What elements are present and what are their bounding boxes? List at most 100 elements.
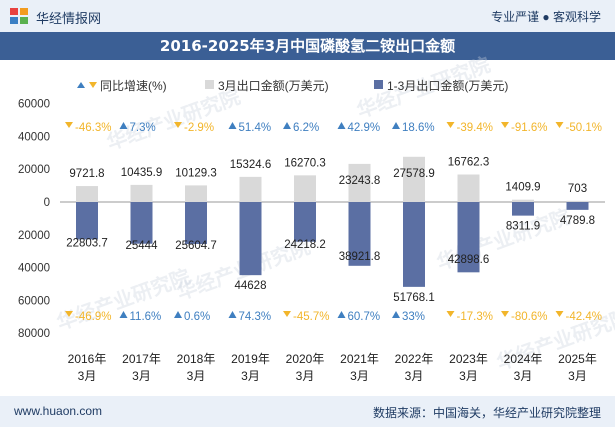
label-cumulative: 44628 — [235, 280, 267, 292]
x-tick-label-month: 3月 — [241, 369, 260, 383]
y-tick-label: 60000 — [18, 295, 50, 307]
label-cumulative: 38921.8 — [339, 251, 381, 263]
growth-up-icon — [337, 122, 346, 129]
growth-up-icon — [392, 311, 400, 318]
footer-bar — [0, 396, 615, 427]
y-tick-label: 60000 — [18, 99, 50, 111]
bar-march — [185, 185, 207, 202]
brand-tagline: 专业严谨 ● 客观科学 — [491, 10, 601, 24]
x-tick-label-month: 3月 — [350, 369, 369, 383]
x-tick-label-year: 2022年 — [395, 352, 434, 366]
x-tick-label-year: 2025年 — [558, 352, 597, 366]
label-cumulative: 8311.9 — [506, 221, 540, 233]
x-tick-label-month: 3月 — [405, 369, 424, 383]
label-march: 15324.6 — [230, 159, 272, 171]
growth-down-icon — [174, 122, 182, 128]
growth-up-icon — [119, 122, 128, 129]
growth-up-icon — [228, 311, 237, 318]
label-march: 703 — [568, 183, 587, 195]
bar-march — [457, 174, 480, 202]
growth-cumulative-label: 0.6% — [184, 311, 210, 323]
growth-down-icon — [555, 311, 564, 317]
legend: 同比增速(%) 3月出口金额(万美元) 1-3月出口金额(万美元) — [77, 78, 508, 93]
growth-march-label: -39.4% — [457, 122, 493, 134]
growth-march-label: 51.4% — [239, 122, 272, 134]
growth-up-icon — [174, 311, 182, 318]
y-tick-label: 20000 — [18, 164, 50, 176]
y-tick-label: 80000 — [18, 328, 50, 340]
x-tick-label-year: 2024年 — [504, 352, 543, 366]
growth-march-label: 42.9% — [348, 122, 381, 134]
legend-label-cumulative: 1-3月出口金额(万美元) — [387, 78, 508, 93]
label-cumulative: 25444 — [126, 240, 159, 252]
bar-march — [294, 175, 316, 202]
growth-labels: -46.3% 7.3% -2.9% 51.4% 6.2% 42.9% 18.6% -39.4%… — [65, 122, 602, 323]
growth-down-icon — [65, 122, 73, 128]
x-tick-label-year: 2021年 — [340, 352, 379, 366]
growth-down-icon — [446, 311, 455, 317]
growth-march-label: -2.9% — [184, 122, 214, 134]
growth-march-label: 7.3% — [130, 122, 156, 134]
growth-cumulative-label: 74.3% — [239, 311, 272, 323]
growth-march-label: -50.1% — [566, 122, 602, 134]
label-march: 27578.9 — [393, 168, 435, 180]
growth-down-icon — [555, 122, 564, 128]
bar-cumulative — [566, 202, 589, 210]
label-cumulative: 4789.8 — [560, 215, 595, 227]
legend-triangle-up-icon — [77, 82, 85, 88]
bar-cumulative — [239, 202, 262, 276]
growth-cumulative-label: 11.6% — [130, 311, 162, 323]
y-tick-label: 20000 — [18, 230, 50, 242]
bar-cumulative — [76, 202, 98, 240]
growth-down-icon — [501, 122, 509, 128]
y-tick-label: 0 — [44, 197, 50, 209]
y-axis: 60000 40000 20000 0 20000 40000 60000 80000 — [18, 99, 605, 340]
x-tick-label-month: 3月 — [187, 369, 206, 383]
label-cumulative: 22803.7 — [66, 238, 108, 250]
legend-triangle-down-icon — [89, 82, 97, 88]
x-tick-label-year: 2018年 — [177, 352, 216, 366]
x-tick-label-month: 3月 — [514, 369, 533, 383]
x-tick-label-year: 2020年 — [286, 352, 325, 366]
growth-cumulative-label: -80.6% — [511, 311, 547, 323]
y-tick-label: 40000 — [18, 131, 50, 143]
bar-cumulative — [130, 202, 153, 244]
bar-cumulative — [457, 202, 480, 273]
bar-cumulative — [294, 202, 316, 242]
brand-name: 华经情报网 — [36, 11, 102, 26]
header-bar — [0, 0, 615, 32]
watermark-text: 华经产业研究院 — [104, 84, 244, 154]
watermark-text: 华经产业研究院 — [54, 264, 194, 334]
legend-swatch-cumulative — [374, 80, 383, 89]
bar-march — [512, 199, 534, 202]
x-tick-label-month: 3月 — [78, 369, 97, 383]
growth-cumulative-label: -42.4% — [566, 311, 602, 323]
legend-swatch-march — [205, 80, 214, 89]
growth-cumulative-label: -46.9% — [75, 311, 111, 323]
bar-march — [130, 184, 153, 202]
growth-march-label: 6.2% — [293, 122, 319, 134]
data-labels: 9721.8 22803.7 10435.9 25444 10129.3 25604.7 1… — [66, 157, 595, 304]
growth-down-icon — [501, 311, 509, 317]
bars — [76, 156, 589, 287]
x-tick-label-year: 2019年 — [231, 352, 270, 366]
title-bar — [0, 32, 615, 60]
growth-up-icon — [392, 122, 400, 129]
label-march: 10435.9 — [121, 167, 163, 179]
bar-march — [76, 186, 98, 202]
bar-march — [348, 163, 371, 202]
footer-source: 数据来源：中国海关，华经产业研究院整理 — [372, 406, 601, 420]
growth-up-icon — [337, 311, 346, 318]
y-tick-label: 40000 — [18, 263, 50, 275]
growth-up-icon — [283, 122, 291, 129]
growth-cumulative-label: -17.3% — [457, 311, 493, 323]
bar-march — [566, 200, 589, 202]
label-cumulative: 25604.7 — [175, 240, 217, 252]
legend-label-growth: 同比增速(%) — [100, 79, 167, 93]
growth-down-icon — [65, 311, 73, 317]
growth-up-icon — [119, 311, 128, 318]
x-tick-label-month: 3月 — [568, 369, 587, 383]
x-tick-label-month: 3月 — [296, 369, 315, 383]
